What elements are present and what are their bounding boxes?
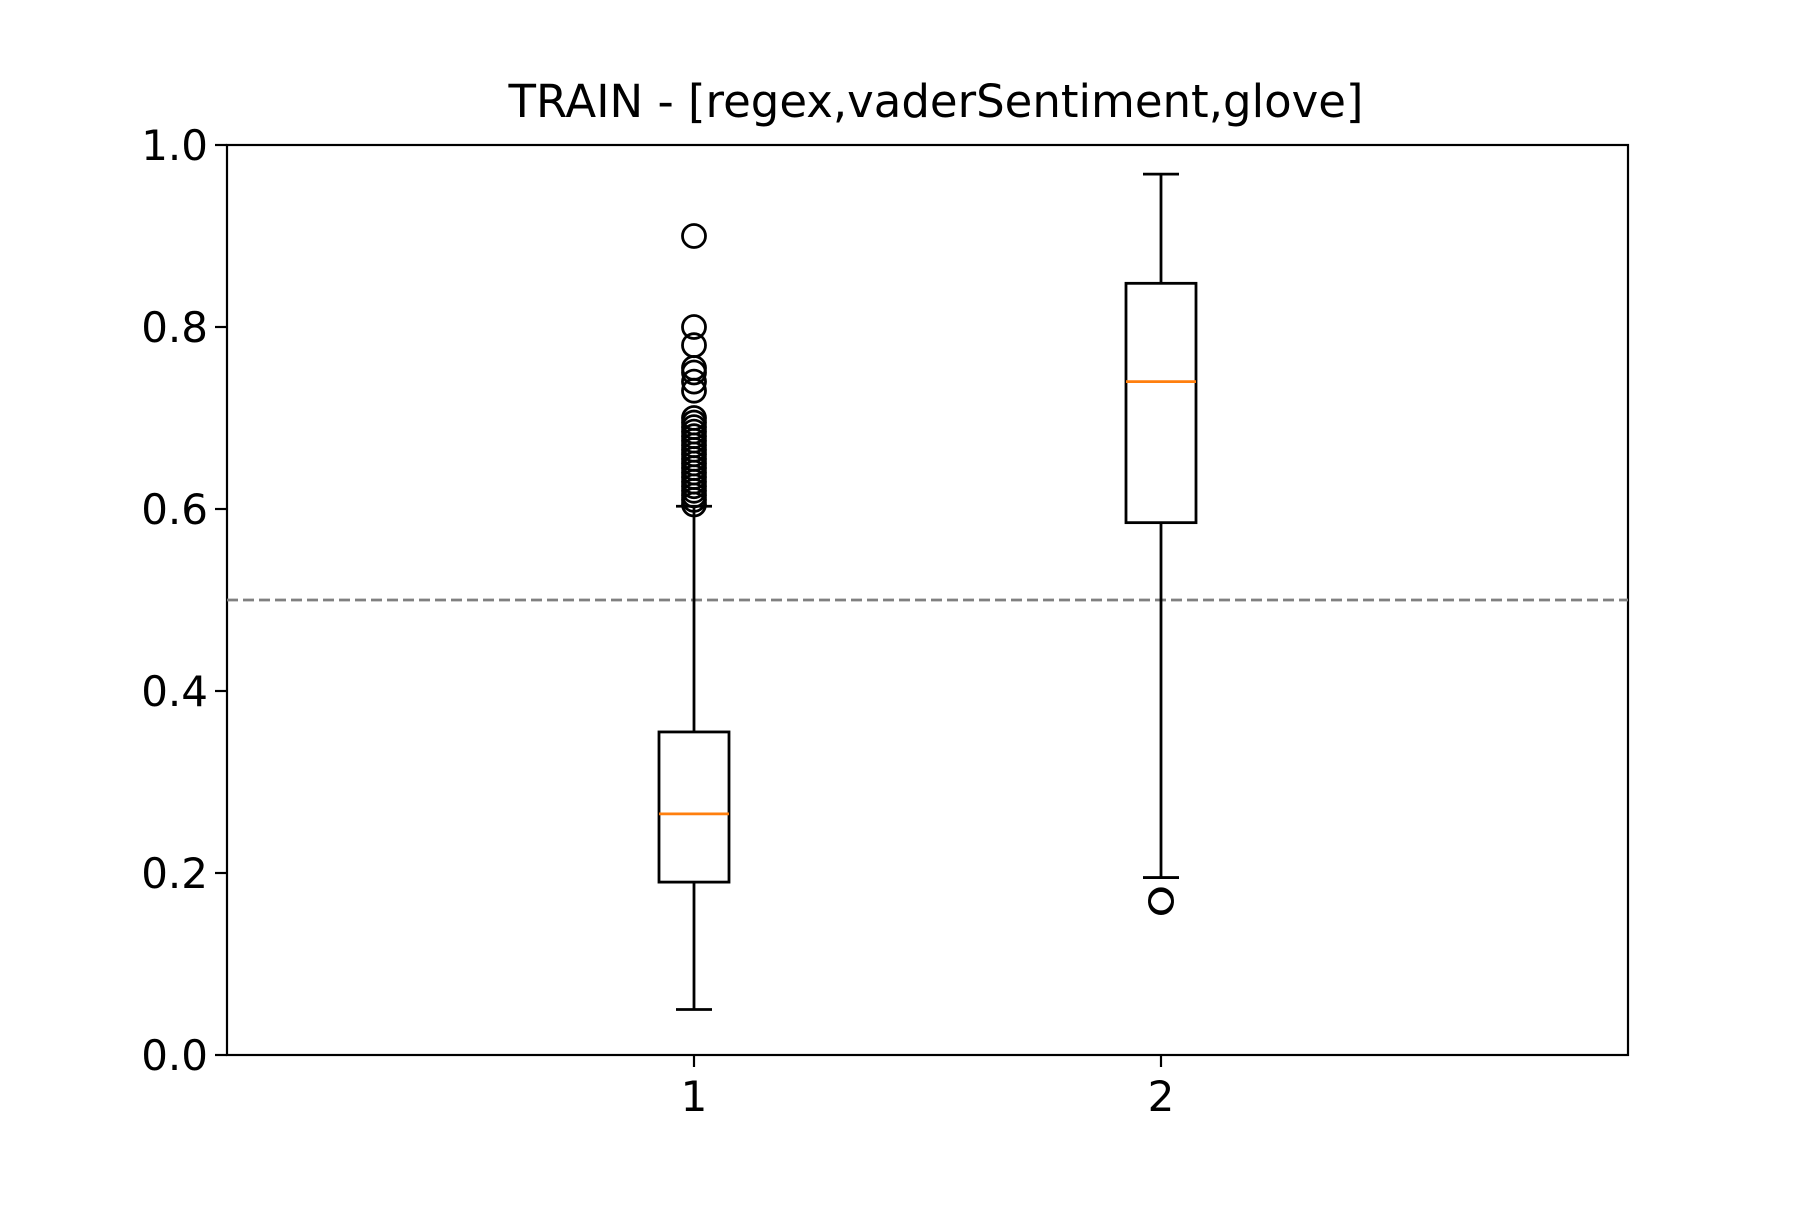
outlier-point (1148, 887, 1174, 914)
outlier-point (681, 405, 707, 431)
x-tick-label: 2 (1148, 1072, 1175, 1121)
x-tick-label: 1 (681, 1072, 708, 1121)
y-tick-label: 0.2 (141, 849, 208, 898)
y-tick-label: 0.6 (141, 485, 208, 534)
y-tick-label: 0.0 (141, 1031, 208, 1080)
box (1124, 281, 1198, 525)
chart-title: TRAIN - [regex,vaderSentiment,glove] (508, 75, 1364, 128)
box (657, 730, 731, 884)
outlier-point (681, 223, 707, 249)
outlier-point (681, 368, 707, 395)
y-tick-label: 0.4 (141, 667, 208, 716)
outlier-point (681, 314, 707, 340)
outlier-point (681, 332, 707, 359)
y-tick-label: 0.8 (141, 303, 208, 352)
y-tick-label: 1.0 (141, 121, 208, 170)
